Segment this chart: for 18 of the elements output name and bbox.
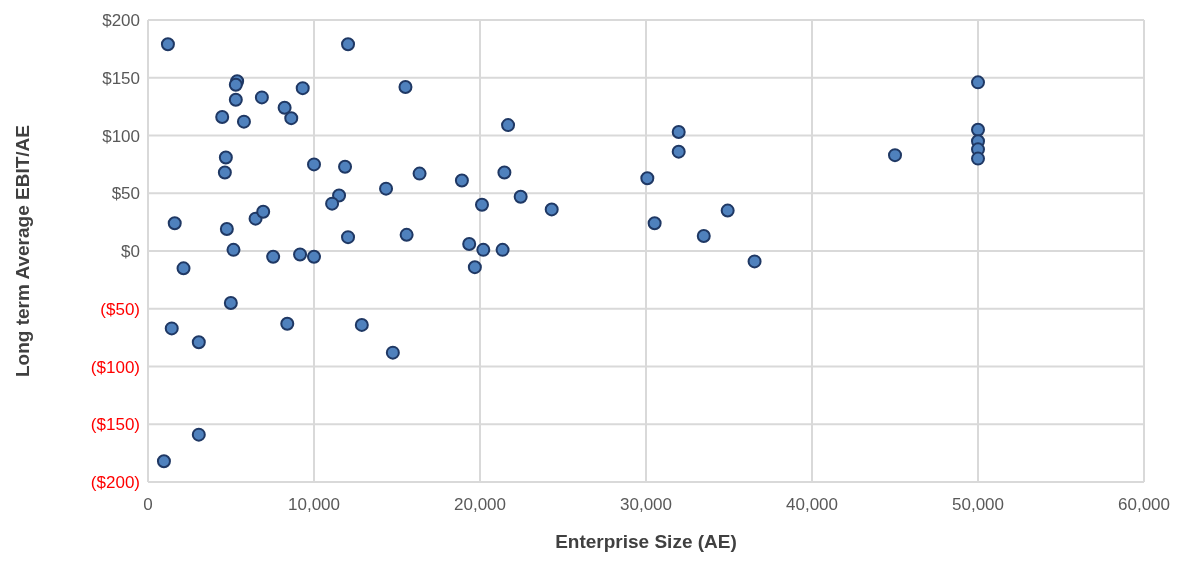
x-tick-label: 60,000: [1118, 495, 1170, 515]
y-tick-label: $200: [102, 11, 140, 30]
y-tick-label: $0: [121, 242, 140, 261]
y-tick-label: ($200): [90, 473, 140, 492]
x-tick-label: 20,000: [454, 495, 506, 515]
x-axis-title: Enterprise Size (AE): [555, 531, 737, 552]
y-axis-title: Long term Average EBIT/AE: [11, 125, 33, 377]
y-tick-label: ($150): [90, 415, 140, 435]
y-tick-label: ($50): [100, 299, 140, 319]
y-tick-label: ($100): [90, 357, 140, 377]
x-tick-label: 10,000: [288, 495, 340, 515]
x-tick-label: 30,000: [620, 495, 672, 515]
y-tick-label: $100: [102, 126, 140, 146]
x-tick-label: 40,000: [786, 495, 838, 515]
x-tick-label: 50,000: [952, 495, 1004, 515]
y-tick-label: $50: [111, 184, 140, 204]
x-tick-label: 0: [143, 495, 153, 515]
y-tick-label: $150: [102, 68, 140, 88]
